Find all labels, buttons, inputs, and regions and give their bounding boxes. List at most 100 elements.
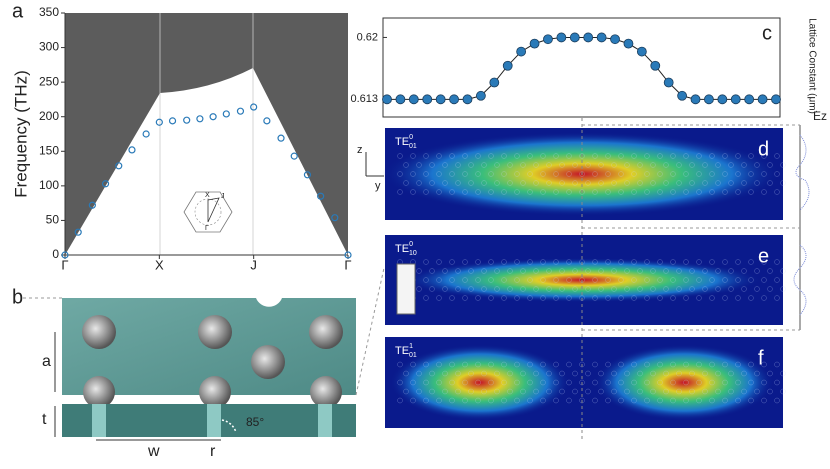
hole-outline [644, 361, 650, 368]
hole-outline [605, 361, 611, 368]
hole-outline [709, 379, 715, 386]
x-tick-label: X [155, 257, 164, 272]
hole-outline [475, 259, 481, 265]
hole-outline [410, 171, 416, 177]
data-point [623, 38, 634, 49]
hole-outline [475, 295, 481, 301]
data-point [435, 94, 446, 105]
hole-outline [689, 180, 695, 186]
hole-outline [527, 189, 533, 195]
hole-outline [605, 397, 611, 404]
hole-outline [670, 277, 676, 283]
hole-outline [780, 388, 786, 395]
mode-label-sub: 10 [409, 250, 417, 257]
hole-outline [728, 268, 734, 274]
field-profile [582, 124, 810, 331]
y-tick-label: 300 [39, 40, 59, 54]
hole-outline [449, 295, 455, 301]
hole-outline [449, 171, 455, 177]
hole-outline [611, 162, 617, 168]
data-point [757, 94, 768, 105]
hole-outline [494, 268, 500, 274]
hole-outline [475, 171, 481, 177]
hole-outline [572, 268, 578, 274]
hole-outline [657, 295, 663, 301]
hole-outline [696, 295, 702, 301]
hole-outline [592, 397, 598, 404]
data-point [209, 113, 217, 121]
hole-outline [462, 361, 468, 368]
hole-outline [488, 259, 494, 265]
hole-outline [709, 277, 715, 283]
hole-outline [702, 388, 708, 395]
hole-outline [657, 259, 663, 265]
hole-outline [566, 277, 572, 283]
data-point [663, 77, 674, 88]
hole-outline [644, 379, 650, 386]
hole-outline [540, 397, 546, 404]
hole-outline [514, 277, 520, 283]
hole-outline [494, 286, 500, 292]
hole-outline [741, 162, 747, 168]
data-point [236, 107, 245, 115]
hole-outline [488, 295, 494, 301]
hole-outline [429, 180, 435, 186]
data-point [717, 94, 728, 105]
hole-outline [423, 361, 429, 368]
hole-outline [715, 370, 721, 377]
data-point [475, 90, 486, 101]
hole-outline [592, 361, 598, 368]
hole-outline [650, 268, 656, 274]
data-point [183, 116, 191, 124]
hole-outline [501, 295, 507, 301]
hole-outline [728, 180, 734, 186]
hole-outline [462, 189, 468, 195]
hole-outline [657, 361, 663, 368]
hole-outline [553, 277, 559, 283]
hole-outline [488, 277, 494, 283]
hole-outline [403, 370, 409, 377]
y-tick-label: 150 [39, 143, 59, 157]
hole-outline [670, 259, 676, 265]
hole-outline [507, 388, 513, 395]
hole-outline [774, 379, 780, 386]
dimension-label: t [42, 411, 47, 428]
hole-outline [761, 171, 767, 177]
hole-outline [468, 268, 474, 274]
hole-outline [533, 286, 539, 292]
hole-outline [761, 189, 767, 195]
hole-outline [754, 286, 760, 292]
mode-label-base: TE [395, 136, 409, 148]
cross-section-inset [396, 263, 416, 315]
hole-outline [741, 180, 747, 186]
slab-render [20, 267, 385, 441]
hole-outline [650, 286, 656, 292]
data-point [317, 192, 325, 200]
hole-outline [644, 397, 650, 404]
hole-outline [481, 286, 487, 292]
hole-outline [462, 379, 468, 386]
hole-outline [514, 397, 520, 404]
hole-outline [540, 259, 546, 265]
hole-outline [663, 286, 669, 292]
hole-outline [494, 162, 500, 168]
hole-outline [481, 388, 487, 395]
hole-outline [585, 180, 591, 186]
hole-outline [455, 286, 461, 292]
hole-outline [397, 361, 403, 368]
hole-outline [449, 189, 455, 195]
mode-label-base: TE [395, 345, 409, 357]
hole-outline [566, 189, 572, 195]
hole-outline [735, 379, 741, 386]
hole-outline [748, 171, 754, 177]
hole-outline [670, 361, 676, 368]
hole-outline [501, 153, 507, 159]
hole-outline [761, 259, 767, 265]
hole-outline [741, 268, 747, 274]
hole-outline [462, 171, 468, 177]
data-point [344, 251, 352, 259]
hole-outline [637, 162, 643, 168]
hole-outline [579, 189, 585, 195]
mode-label-sup: 0 [409, 134, 413, 141]
hole-outline [533, 388, 539, 395]
